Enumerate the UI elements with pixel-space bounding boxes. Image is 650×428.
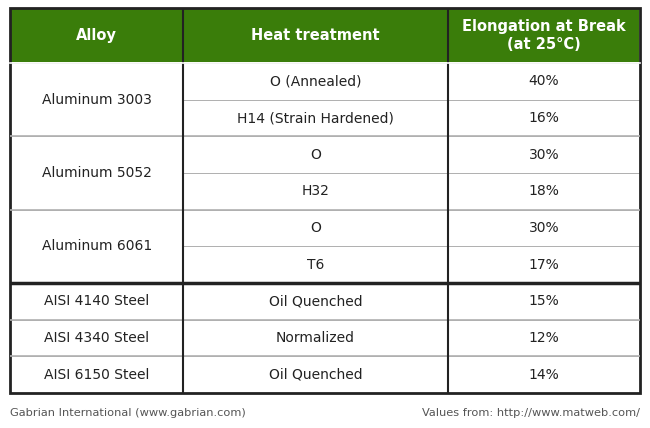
Bar xyxy=(448,8,640,63)
Bar xyxy=(183,283,448,320)
Text: Gabrian International (www.gabrian.com): Gabrian International (www.gabrian.com) xyxy=(10,408,246,418)
Text: O: O xyxy=(310,148,321,162)
Bar xyxy=(10,8,183,63)
Bar xyxy=(448,283,640,320)
Bar xyxy=(183,100,448,137)
Text: Elongation at Break
(at 25°C): Elongation at Break (at 25°C) xyxy=(462,19,626,52)
Bar xyxy=(183,357,448,393)
Bar xyxy=(10,320,183,357)
Bar xyxy=(183,63,448,100)
Text: T6: T6 xyxy=(307,258,324,272)
Bar xyxy=(448,137,640,173)
Text: Normalized: Normalized xyxy=(276,331,355,345)
Text: 14%: 14% xyxy=(528,368,559,382)
Bar xyxy=(10,357,183,393)
Text: Oil Quenched: Oil Quenched xyxy=(268,294,362,308)
Bar xyxy=(183,8,448,63)
Text: 30%: 30% xyxy=(528,221,559,235)
Text: Heat treatment: Heat treatment xyxy=(252,28,380,43)
Bar xyxy=(183,210,448,247)
Bar xyxy=(183,173,448,210)
Text: H14 (Strain Hardened): H14 (Strain Hardened) xyxy=(237,111,394,125)
Bar xyxy=(448,247,640,283)
Text: Aluminum 3003: Aluminum 3003 xyxy=(42,93,151,107)
Bar xyxy=(183,137,448,173)
Bar xyxy=(183,320,448,357)
Text: 12%: 12% xyxy=(528,331,559,345)
Bar xyxy=(448,210,640,247)
Bar xyxy=(10,8,640,393)
Text: Aluminum 6061: Aluminum 6061 xyxy=(42,239,151,253)
Bar xyxy=(183,247,448,283)
Text: Oil Quenched: Oil Quenched xyxy=(268,368,362,382)
Text: Values from: http://www.matweb.com/: Values from: http://www.matweb.com/ xyxy=(422,408,640,418)
Bar xyxy=(10,137,183,210)
Text: AISI 4340 Steel: AISI 4340 Steel xyxy=(44,331,150,345)
Text: 18%: 18% xyxy=(528,184,560,198)
Text: AISI 4140 Steel: AISI 4140 Steel xyxy=(44,294,150,308)
Text: 15%: 15% xyxy=(528,294,559,308)
Text: AISI 6150 Steel: AISI 6150 Steel xyxy=(44,368,150,382)
Bar xyxy=(10,283,183,320)
Bar xyxy=(448,100,640,137)
Bar xyxy=(448,320,640,357)
Text: 17%: 17% xyxy=(528,258,559,272)
Text: O (Annealed): O (Annealed) xyxy=(270,74,361,88)
Bar xyxy=(448,63,640,100)
Bar xyxy=(10,210,183,283)
Text: 16%: 16% xyxy=(528,111,560,125)
Bar xyxy=(448,357,640,393)
Text: 30%: 30% xyxy=(528,148,559,162)
Text: Alloy: Alloy xyxy=(76,28,117,43)
Text: Aluminum 5052: Aluminum 5052 xyxy=(42,166,151,180)
Text: 40%: 40% xyxy=(528,74,559,88)
Bar xyxy=(10,63,183,137)
Text: O: O xyxy=(310,221,321,235)
Bar xyxy=(448,173,640,210)
Text: H32: H32 xyxy=(302,184,330,198)
